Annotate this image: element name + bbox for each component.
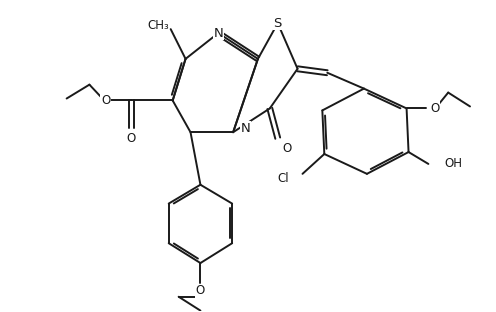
Text: CH₃: CH₃ <box>147 19 169 32</box>
Text: O: O <box>196 284 205 297</box>
Text: OH: OH <box>444 158 462 170</box>
Text: N: N <box>241 122 251 135</box>
Text: N: N <box>213 27 223 40</box>
Text: S: S <box>274 17 282 30</box>
Text: O: O <box>101 94 110 107</box>
Text: O: O <box>431 102 439 115</box>
Text: O: O <box>126 132 136 145</box>
Text: Cl: Cl <box>277 172 289 185</box>
Text: O: O <box>283 142 292 154</box>
